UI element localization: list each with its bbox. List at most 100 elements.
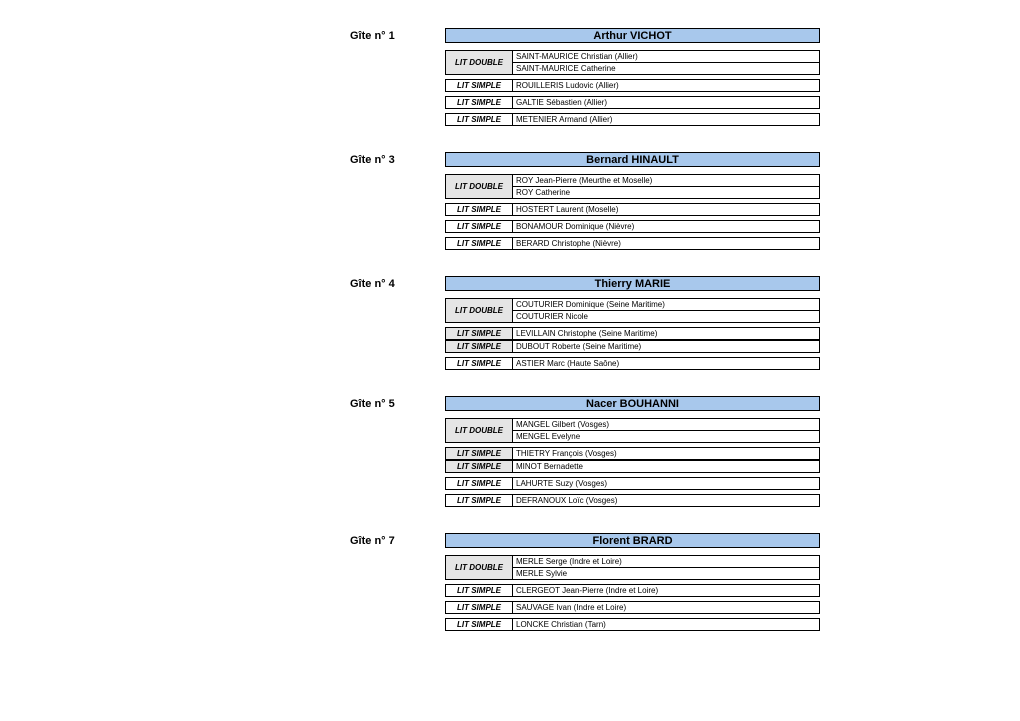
bed-type-cell: LIT DOUBLE (446, 419, 513, 443)
bed-table: LIT DOUBLEMERLE Serge (Indre et Loire)ME… (445, 555, 820, 580)
bed-table: LIT DOUBLEROY Jean-Pierre (Meurthe et Mo… (445, 174, 820, 199)
bed-table: LIT DOUBLECOUTURIER Dominique (Seine Mar… (445, 298, 820, 323)
gite-rows: LIT DOUBLECOUTURIER Dominique (Seine Mar… (445, 278, 821, 370)
person-cell: BONAMOUR Dominique (Nièvre) (513, 221, 820, 233)
person-cell: LONCKE Christian (Tarn) (513, 619, 820, 631)
bed-type-cell: LIT SIMPLE (446, 461, 513, 473)
person-cell: ROY Jean-Pierre (Meurthe et Moselle) (513, 175, 820, 187)
bed-type-cell: LIT SIMPLE (446, 495, 513, 507)
bed-table: LIT SIMPLETHIETRY François (Vosges) (445, 447, 820, 460)
person-cell: ASTIER Marc (Haute Saône) (513, 358, 820, 370)
bed-table: LIT SIMPLEDUBOUT Roberte (Seine Maritime… (445, 340, 820, 353)
bed-table: LIT SIMPLECLERGEOT Jean-Pierre (Indre et… (445, 584, 820, 597)
bed-row: LIT SIMPLECLERGEOT Jean-Pierre (Indre et… (445, 584, 821, 597)
bed-table: LIT SIMPLEBERARD Christophe (Nièvre) (445, 237, 820, 250)
bed-table: LIT DOUBLEMANGEL Gilbert (Vosges)MENGEL … (445, 418, 820, 443)
gite-rows: LIT DOUBLESAINT-MAURICE Christian (Allie… (445, 30, 821, 126)
bed-row: LIT SIMPLEBONAMOUR Dominique (Nièvre) (445, 220, 821, 233)
gite-block: Gîte n° 1Arthur VICHOTLIT DOUBLESAINT-MA… (0, 30, 1020, 126)
bed-table: LIT SIMPLEMINOT Bernadette (445, 460, 820, 473)
bed-row: LIT SIMPLELONCKE Christian (Tarn) (445, 618, 821, 631)
bed-table: LIT SIMPLEHOSTERT Laurent (Moselle) (445, 203, 820, 216)
bed-row: LIT DOUBLEMERLE Serge (Indre et Loire)ME… (445, 555, 821, 580)
person-cell: MANGEL Gilbert (Vosges) (513, 419, 820, 431)
bed-type-cell: LIT SIMPLE (446, 341, 513, 353)
bed-row: LIT SIMPLEMETENIER Armand (Allier) (445, 113, 821, 126)
bed-type-cell: LIT SIMPLE (446, 204, 513, 216)
bed-type-cell: LIT DOUBLE (446, 51, 513, 75)
bed-row: LIT SIMPLEROUILLERIS Ludovic (Allier) (445, 79, 821, 92)
bed-row: LIT SIMPLELEVILLAIN Christophe (Seine Ma… (445, 327, 821, 340)
bed-row: LIT DOUBLESAINT-MAURICE Christian (Allie… (445, 50, 821, 75)
gite-label: Gîte n° 4 (350, 278, 395, 290)
gite-rows: LIT DOUBLEMERLE Serge (Indre et Loire)ME… (445, 535, 821, 631)
person-cell: ROY Catherine (513, 187, 820, 199)
bed-type-cell: LIT DOUBLE (446, 175, 513, 199)
bed-row: LIT SIMPLEBERARD Christophe (Nièvre) (445, 237, 821, 250)
person-cell: COUTURIER Nicole (513, 311, 820, 323)
person-cell: GALTIE Sébastien (Allier) (513, 97, 820, 109)
person-cell: HOSTERT Laurent (Moselle) (513, 204, 820, 216)
bed-row: LIT SIMPLEGALTIE Sébastien (Allier) (445, 96, 821, 109)
person-cell: MENGEL Evelyne (513, 431, 820, 443)
bed-row: LIT SIMPLESAUVAGE Ivan (Indre et Loire) (445, 601, 821, 614)
bed-type-cell: LIT SIMPLE (446, 114, 513, 126)
person-cell: THIETRY François (Vosges) (513, 448, 820, 460)
bed-row: LIT DOUBLEMANGEL Gilbert (Vosges)MENGEL … (445, 418, 821, 443)
bed-type-cell: LIT DOUBLE (446, 299, 513, 323)
bed-type-cell: LIT SIMPLE (446, 585, 513, 597)
person-cell: METENIER Armand (Allier) (513, 114, 820, 126)
gite-label: Gîte n° 1 (350, 30, 395, 42)
bed-table: LIT SIMPLEGALTIE Sébastien (Allier) (445, 96, 820, 109)
bed-type-cell: LIT SIMPLE (446, 478, 513, 490)
gite-rows: LIT DOUBLEROY Jean-Pierre (Meurthe et Mo… (445, 154, 821, 250)
gite-label: Gîte n° 3 (350, 154, 395, 166)
bed-type-cell: LIT SIMPLE (446, 602, 513, 614)
bed-table: LIT DOUBLESAINT-MAURICE Christian (Allie… (445, 50, 820, 75)
bed-table: LIT SIMPLEROUILLERIS Ludovic (Allier) (445, 79, 820, 92)
gite-label: Gîte n° 7 (350, 535, 395, 547)
bed-row: LIT DOUBLEROY Jean-Pierre (Meurthe et Mo… (445, 174, 821, 199)
person-cell: COUTURIER Dominique (Seine Maritime) (513, 299, 820, 311)
bed-table: LIT SIMPLEBONAMOUR Dominique (Nièvre) (445, 220, 820, 233)
bed-table: LIT SIMPLELEVILLAIN Christophe (Seine Ma… (445, 327, 820, 340)
person-cell: SAINT-MAURICE Catherine (513, 63, 820, 75)
bed-type-cell: LIT SIMPLE (446, 358, 513, 370)
person-cell: LAHURTE Suzy (Vosges) (513, 478, 820, 490)
bed-type-cell: LIT SIMPLE (446, 238, 513, 250)
person-cell: DUBOUT Roberte (Seine Maritime) (513, 341, 820, 353)
bed-row: LIT DOUBLECOUTURIER Dominique (Seine Mar… (445, 298, 821, 323)
bed-table: LIT SIMPLEMETENIER Armand (Allier) (445, 113, 820, 126)
bed-row: LIT SIMPLEASTIER Marc (Haute Saône) (445, 357, 821, 370)
bed-table: LIT SIMPLESAUVAGE Ivan (Indre et Loire) (445, 601, 820, 614)
gite-block: Gîte n° 4Thierry MARIELIT DOUBLECOUTURIE… (0, 278, 1020, 370)
bed-row: LIT SIMPLEDEFRANOUX Loïc (Vosges) (445, 494, 821, 507)
person-cell: MERLE Sylvie (513, 568, 820, 580)
person-cell: MERLE Serge (Indre et Loire) (513, 556, 820, 568)
bed-type-cell: LIT SIMPLE (446, 328, 513, 340)
bed-row: LIT SIMPLEHOSTERT Laurent (Moselle) (445, 203, 821, 216)
bed-table: LIT SIMPLELONCKE Christian (Tarn) (445, 618, 820, 631)
gite-label: Gîte n° 5 (350, 398, 395, 410)
person-cell: ROUILLERIS Ludovic (Allier) (513, 80, 820, 92)
gite-block: Gîte n° 3Bernard HINAULTLIT DOUBLEROY Je… (0, 154, 1020, 250)
person-cell: CLERGEOT Jean-Pierre (Indre et Loire) (513, 585, 820, 597)
bed-table: LIT SIMPLELAHURTE Suzy (Vosges) (445, 477, 820, 490)
gite-block: Gîte n° 5Nacer BOUHANNILIT DOUBLEMANGEL … (0, 398, 1020, 507)
gite-block: Gîte n° 7Florent BRARDLIT DOUBLEMERLE Se… (0, 535, 1020, 631)
gite-rows: LIT DOUBLEMANGEL Gilbert (Vosges)MENGEL … (445, 398, 821, 507)
person-cell: BERARD Christophe (Nièvre) (513, 238, 820, 250)
bed-row: LIT SIMPLELAHURTE Suzy (Vosges) (445, 477, 821, 490)
bed-row: LIT SIMPLEDUBOUT Roberte (Seine Maritime… (445, 340, 821, 353)
person-cell: MINOT Bernadette (513, 461, 820, 473)
bed-type-cell: LIT SIMPLE (446, 448, 513, 460)
person-cell: SAINT-MAURICE Christian (Allier) (513, 51, 820, 63)
bed-type-cell: LIT SIMPLE (446, 97, 513, 109)
bed-table: LIT SIMPLEASTIER Marc (Haute Saône) (445, 357, 820, 370)
bed-type-cell: LIT SIMPLE (446, 619, 513, 631)
person-cell: LEVILLAIN Christophe (Seine Maritime) (513, 328, 820, 340)
page: Gîte n° 1Arthur VICHOTLIT DOUBLESAINT-MA… (0, 30, 1020, 631)
bed-row: LIT SIMPLETHIETRY François (Vosges) (445, 447, 821, 460)
bed-type-cell: LIT DOUBLE (446, 556, 513, 580)
bed-type-cell: LIT SIMPLE (446, 221, 513, 233)
